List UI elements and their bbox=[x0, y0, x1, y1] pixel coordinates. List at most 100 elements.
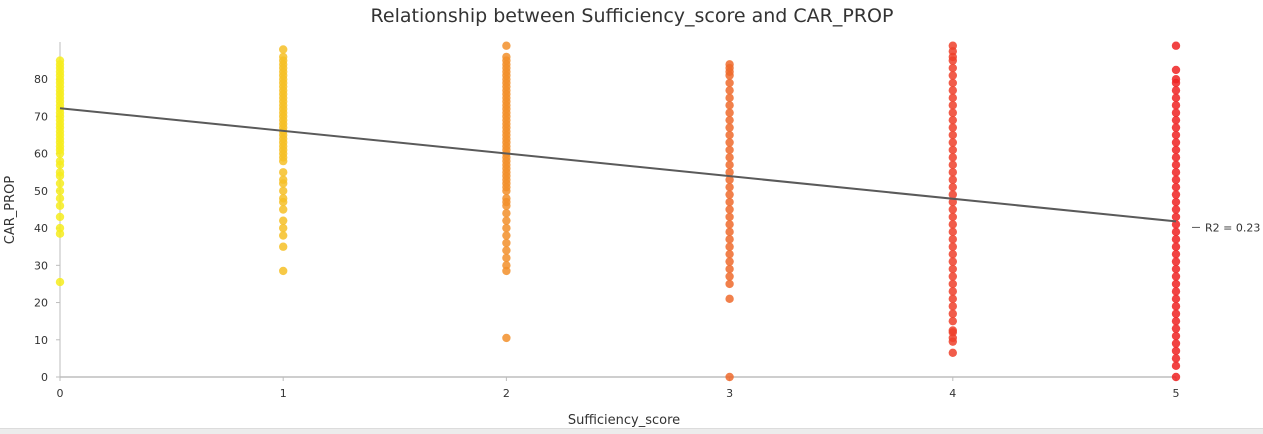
data-point bbox=[948, 168, 957, 177]
data-point bbox=[279, 186, 288, 196]
data-point bbox=[948, 220, 957, 229]
data-point bbox=[948, 205, 957, 214]
data-point bbox=[1171, 190, 1181, 199]
y-axis-label: CAR_PROP bbox=[3, 176, 18, 245]
data-point bbox=[948, 86, 957, 95]
data-point bbox=[725, 138, 734, 147]
data-point bbox=[1171, 182, 1181, 192]
data-point bbox=[948, 257, 957, 266]
data-point bbox=[55, 277, 65, 287]
data-point bbox=[502, 253, 511, 263]
data-point bbox=[948, 212, 957, 222]
data-point bbox=[1171, 331, 1181, 341]
data-point bbox=[948, 108, 957, 117]
data-point bbox=[1171, 101, 1181, 110]
data-point bbox=[725, 175, 734, 184]
data-point bbox=[279, 266, 288, 276]
data-point bbox=[279, 231, 288, 240]
data-point bbox=[948, 279, 957, 289]
data-point bbox=[1171, 86, 1181, 95]
y-tick-label: 0 bbox=[41, 371, 48, 384]
data-point bbox=[1171, 372, 1181, 382]
data-point bbox=[948, 348, 957, 358]
data-point bbox=[948, 41, 957, 50]
data-point bbox=[725, 86, 734, 95]
data-point bbox=[502, 216, 511, 225]
x-tick-label: 4 bbox=[949, 387, 956, 400]
data-point bbox=[725, 115, 734, 125]
data-point bbox=[948, 182, 957, 192]
data-point bbox=[948, 287, 957, 296]
data-point bbox=[725, 279, 734, 289]
data-point bbox=[1171, 272, 1181, 281]
data-point bbox=[1171, 220, 1181, 229]
data-point bbox=[1171, 175, 1181, 184]
data-point bbox=[725, 205, 734, 214]
data-point bbox=[948, 153, 957, 162]
data-point bbox=[1171, 264, 1181, 274]
x-axis-label: Sufficiency_score bbox=[568, 413, 680, 428]
y-tick-label: 40 bbox=[34, 222, 48, 235]
data-point bbox=[279, 168, 288, 177]
data-point bbox=[1171, 346, 1181, 356]
data-point bbox=[55, 194, 65, 203]
data-point bbox=[725, 212, 734, 222]
trendline bbox=[59, 107, 1177, 223]
data-point bbox=[948, 235, 957, 244]
y-tick-label: 50 bbox=[34, 185, 48, 198]
data-point bbox=[725, 108, 734, 117]
data-point bbox=[1171, 93, 1181, 103]
data-point bbox=[1171, 108, 1181, 117]
data-point bbox=[1171, 138, 1181, 147]
data-point bbox=[1171, 316, 1181, 326]
data-point bbox=[279, 216, 288, 225]
data-point bbox=[502, 52, 511, 62]
data-point bbox=[502, 223, 511, 233]
data-point bbox=[1171, 227, 1181, 237]
x-tick-label: 3 bbox=[726, 387, 733, 400]
data-point bbox=[725, 264, 734, 274]
data-point bbox=[725, 182, 734, 192]
data-point bbox=[948, 101, 957, 110]
trendline-group: R2 = 0.23 bbox=[59, 107, 1260, 234]
data-point bbox=[948, 302, 957, 311]
data-point bbox=[1171, 249, 1181, 259]
y-tick-label: 20 bbox=[34, 297, 48, 310]
data-point bbox=[1171, 41, 1181, 50]
data-point bbox=[279, 52, 288, 62]
y-axis: 0 10 20 30 40 50 60 70 80 bbox=[34, 42, 61, 384]
data-point bbox=[725, 160, 734, 170]
y-tick-label: 30 bbox=[34, 259, 48, 272]
data-point bbox=[1171, 153, 1181, 162]
data-point bbox=[1171, 309, 1181, 318]
data-point bbox=[725, 235, 734, 244]
data-point bbox=[948, 115, 957, 125]
data-point bbox=[948, 272, 957, 281]
data-point bbox=[1171, 287, 1181, 296]
data-point bbox=[948, 145, 957, 155]
data-point bbox=[502, 246, 511, 255]
data-point bbox=[725, 60, 734, 69]
data-point bbox=[725, 145, 734, 155]
data-point bbox=[55, 168, 65, 177]
data-point bbox=[279, 242, 288, 251]
data-point bbox=[948, 242, 957, 251]
data-point bbox=[725, 272, 734, 281]
data-point bbox=[1171, 242, 1181, 251]
data-point bbox=[55, 212, 65, 222]
data-point bbox=[1171, 354, 1181, 363]
x-tick-label: 0 bbox=[57, 387, 64, 400]
x-axis: 0 1 2 3 4 5 bbox=[57, 376, 1180, 400]
x-tick-label: 1 bbox=[280, 387, 287, 400]
data-point bbox=[1171, 145, 1181, 155]
x-tick-label: 2 bbox=[503, 387, 510, 400]
data-point bbox=[55, 186, 65, 196]
data-point bbox=[502, 209, 511, 218]
data-point bbox=[1171, 65, 1181, 75]
bottom-scroll-bar[interactable] bbox=[0, 428, 1263, 434]
data-point bbox=[725, 227, 734, 237]
data-point bbox=[279, 223, 288, 233]
data-point bbox=[1171, 257, 1181, 266]
data-point bbox=[948, 294, 957, 304]
